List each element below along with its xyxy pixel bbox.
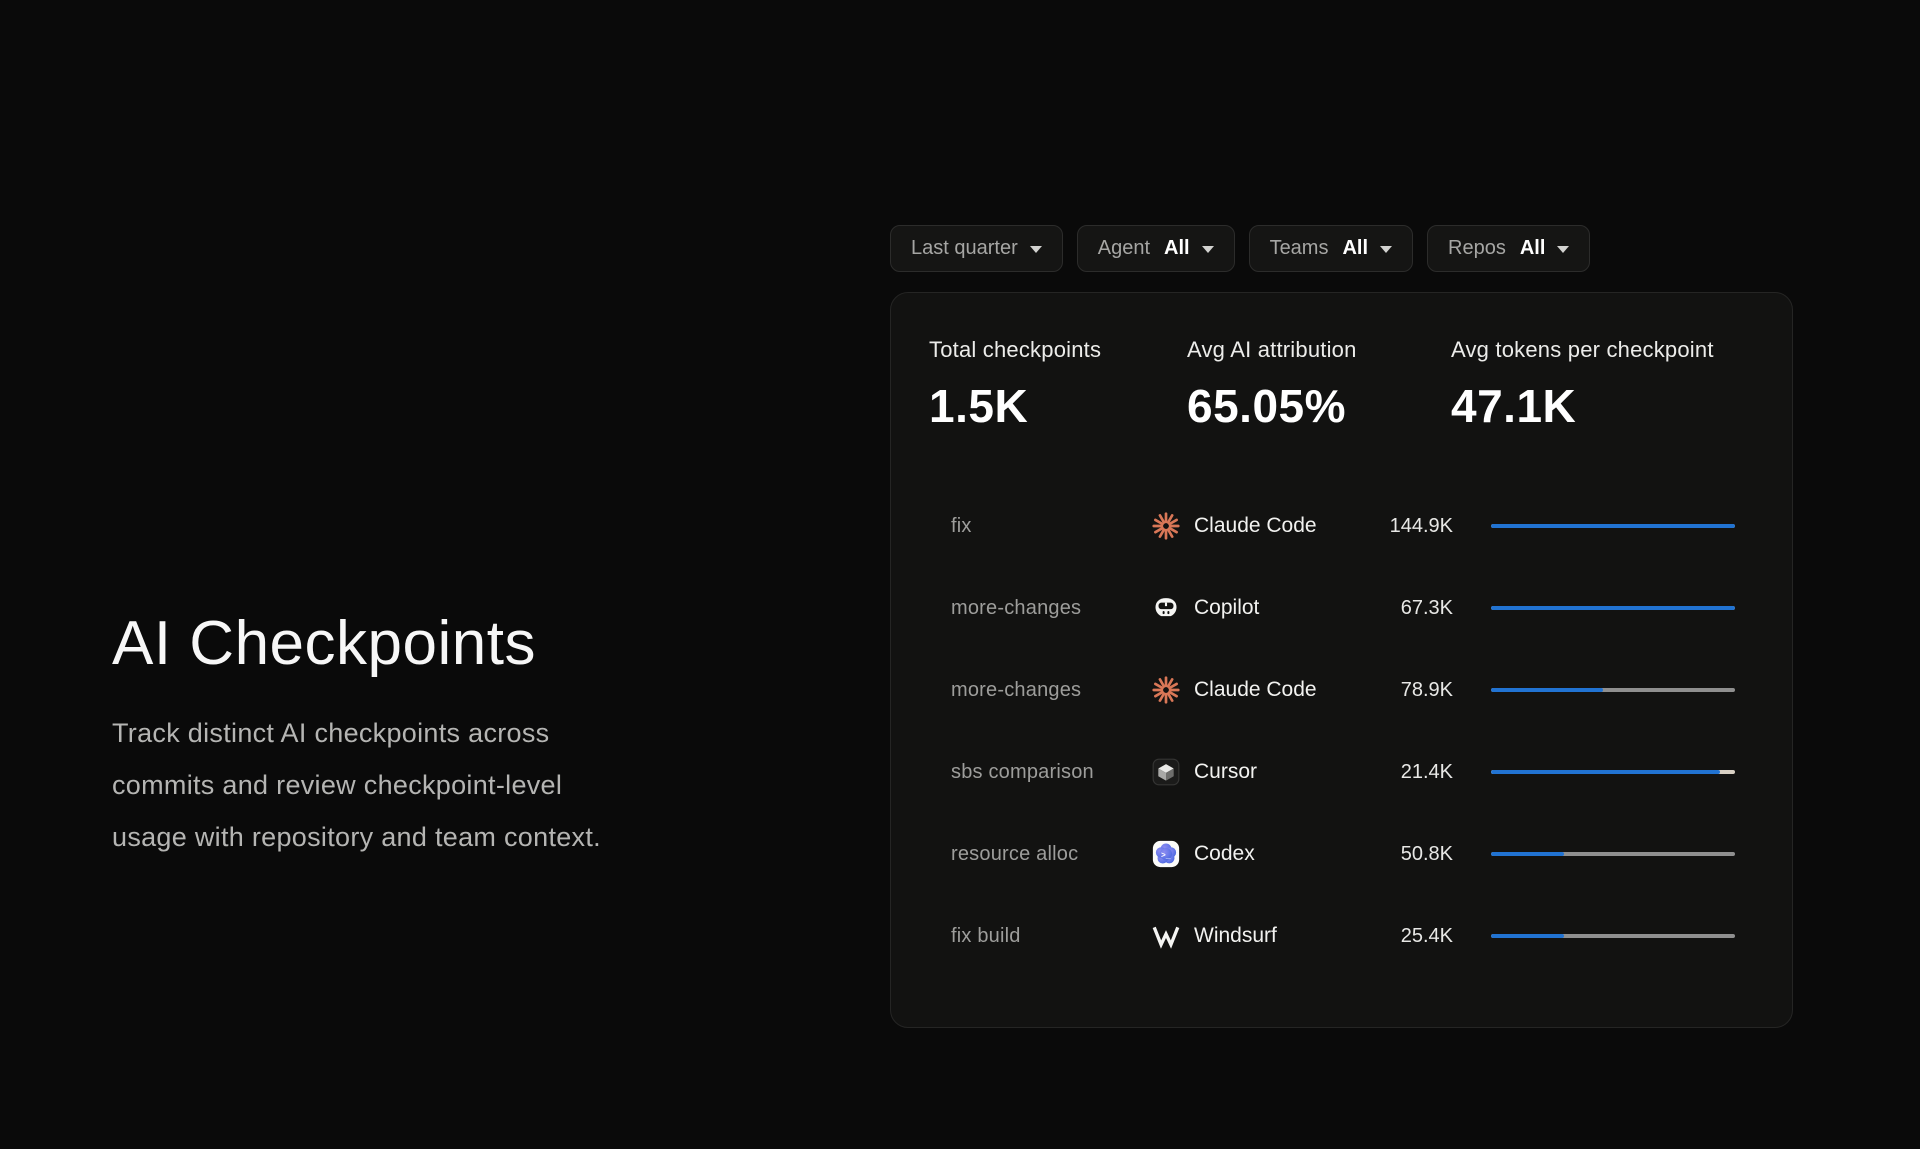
page-title: AI Checkpoints bbox=[112, 609, 536, 678]
usage-bar bbox=[1491, 688, 1735, 692]
hero-section: AI Checkpoints Track distinct AI checkpo… bbox=[112, 608, 712, 863]
stat-value: 47.1K bbox=[1451, 380, 1577, 432]
token-count: 50.8K bbox=[1400, 842, 1453, 865]
codex-icon: >_ bbox=[1151, 839, 1181, 869]
token-count: 144.9K bbox=[1389, 514, 1453, 537]
agent-cell: Cursor bbox=[1151, 757, 1369, 787]
time-range-filter[interactable]: Last quarter bbox=[890, 225, 1063, 272]
stat-value: 1.5K bbox=[929, 380, 1029, 432]
agent-filter-value: All bbox=[1164, 237, 1190, 259]
token-count: 67.3K bbox=[1400, 596, 1453, 619]
agent-name: Claude Code bbox=[1194, 514, 1317, 537]
agent-name: Claude Code bbox=[1194, 678, 1317, 701]
page-description: Track distinct AI checkpoints across com… bbox=[112, 718, 601, 853]
teams-filter-label: Teams bbox=[1269, 237, 1329, 259]
usage-bar-fill bbox=[1491, 934, 1565, 938]
agent-cell: Claude Code bbox=[1151, 675, 1369, 705]
checkpoint-name: more-changes bbox=[951, 678, 1082, 701]
checkpoint-name: fix build bbox=[951, 924, 1021, 947]
stat-label: Avg tokens per checkpoint bbox=[1451, 337, 1714, 362]
teams-filter-value: All bbox=[1342, 237, 1369, 259]
repos-filter-label: Repos bbox=[1448, 237, 1506, 259]
usage-bar-fill bbox=[1491, 606, 1735, 610]
stat-avg-tokens: Avg tokens per checkpoint 47.1K bbox=[1451, 337, 1714, 433]
stat-label: Avg AI attribution bbox=[1187, 337, 1357, 362]
token-count: 25.4K bbox=[1400, 924, 1453, 947]
agent-cell: >_ Codex bbox=[1151, 839, 1369, 869]
usage-bar-fill bbox=[1491, 852, 1565, 856]
agent-name: Windsurf bbox=[1194, 924, 1277, 947]
agent-name: Copilot bbox=[1194, 596, 1260, 619]
teams-filter[interactable]: Teams All bbox=[1248, 225, 1414, 272]
token-count: 21.4K bbox=[1400, 760, 1453, 783]
table-row: fix Claude Code 144.9K bbox=[891, 485, 1792, 567]
table-row: resource alloc >_ Codex 50.8K bbox=[891, 813, 1792, 895]
claude-code-icon bbox=[1151, 675, 1181, 705]
agent-name: Codex bbox=[1194, 842, 1255, 865]
svg-text:>_: >_ bbox=[1161, 851, 1171, 860]
repos-filter-value: All bbox=[1519, 237, 1546, 259]
stat-total-checkpoints: Total checkpoints 1.5K bbox=[929, 337, 1101, 433]
checkpoint-name: more-changes bbox=[951, 596, 1082, 619]
checkpoints-table: fix Claude Code 144.9K more-changes Copilot 6… bbox=[891, 485, 1792, 977]
agent-cell: Copilot bbox=[1151, 593, 1369, 623]
usage-bar bbox=[1491, 852, 1735, 856]
cursor-icon bbox=[1151, 757, 1181, 787]
agent-filter[interactable]: Agent All bbox=[1076, 225, 1235, 272]
agent-cell: Windsurf bbox=[1151, 921, 1369, 951]
chevron-down-icon bbox=[1201, 246, 1214, 253]
chevron-down-icon bbox=[1029, 246, 1042, 253]
table-row: more-changes Copilot 67.3K bbox=[891, 567, 1792, 649]
copilot-icon bbox=[1151, 593, 1181, 623]
stat-label: Total checkpoints bbox=[929, 337, 1102, 362]
checkpoint-name: fix bbox=[951, 514, 972, 537]
windsurf-icon bbox=[1151, 921, 1181, 951]
usage-bar bbox=[1491, 934, 1735, 938]
stat-value: 65.05% bbox=[1187, 380, 1347, 432]
time-range-label: Last quarter bbox=[911, 237, 1018, 259]
usage-bar bbox=[1491, 606, 1735, 610]
usage-bar-fill bbox=[1491, 770, 1721, 774]
usage-bar-fill bbox=[1491, 524, 1735, 528]
table-row: more-changes Claude Code 78.9K bbox=[891, 649, 1792, 731]
filter-bar: Last quarter Agent All Teams All Repos A… bbox=[890, 225, 1591, 272]
checkpoint-name: resource alloc bbox=[951, 842, 1079, 865]
repos-filter[interactable]: Repos All bbox=[1427, 225, 1591, 272]
usage-bar-fill bbox=[1491, 688, 1604, 692]
chevron-down-icon bbox=[1557, 246, 1570, 253]
claude-code-icon bbox=[1151, 511, 1181, 541]
agent-filter-label: Agent bbox=[1097, 237, 1150, 259]
checkpoint-name: sbs comparison bbox=[951, 760, 1094, 783]
table-row: sbs comparison Cursor 21.4K bbox=[891, 731, 1792, 813]
usage-bar bbox=[1491, 770, 1735, 774]
token-count: 78.9K bbox=[1400, 678, 1453, 701]
usage-bar bbox=[1491, 524, 1735, 528]
table-row: fix build Windsurf 25.4K bbox=[891, 895, 1792, 977]
agent-cell: Claude Code bbox=[1151, 511, 1369, 541]
stat-avg-ai-attribution: Avg AI attribution 65.05% bbox=[1187, 337, 1357, 433]
agent-name: Cursor bbox=[1194, 760, 1258, 783]
chevron-down-icon bbox=[1380, 246, 1393, 253]
checkpoints-panel: Total checkpoints 1.5K Avg AI attributio… bbox=[890, 292, 1793, 1028]
